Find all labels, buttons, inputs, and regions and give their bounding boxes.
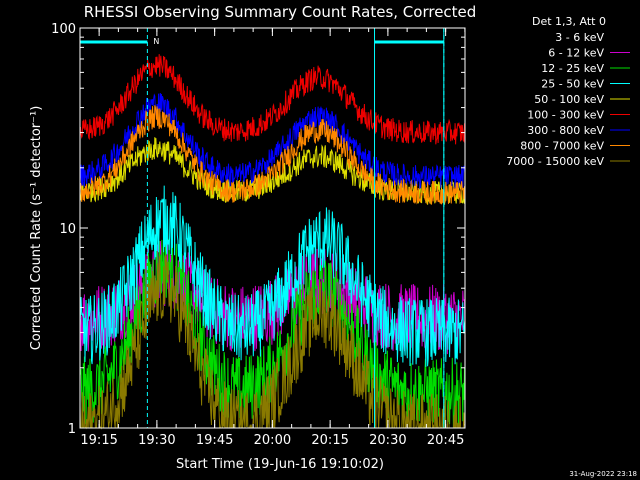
x-tick-label: 19:30 (138, 433, 175, 448)
y-tick-label: 1 (68, 422, 76, 437)
legend-label: 12 - 25 keV (541, 62, 604, 75)
series-line (79, 92, 466, 190)
y-axis-label: Corrected Count Rate (s⁻¹ detector⁻¹) (29, 106, 44, 351)
series-line (79, 237, 466, 428)
x-tick-label: 20:00 (254, 433, 291, 448)
y-tick-label: 10 (59, 222, 76, 237)
series-line (79, 54, 466, 145)
legend-label: 25 - 50 keV (541, 78, 604, 91)
legend-label: 6 - 12 keV (548, 47, 604, 60)
legend-label: 7000 - 15000 keV (506, 155, 604, 168)
legend-label: 800 - 7000 keV (520, 140, 604, 153)
axis-layer: 1 10 100 19:15 19:30 19:45 20:00 20:15 20:30 20:4… (51, 22, 466, 448)
x-tick-label: 20:15 (311, 433, 348, 448)
legend-title: Det 1,3, Att 0 (532, 15, 606, 28)
legend-label: 3 - 6 keV (555, 31, 604, 44)
y-tick-label: 100 (51, 22, 76, 37)
x-tick-label: 19:15 (80, 433, 117, 448)
x-tick-label: 20:45 (427, 433, 464, 448)
flag-layer: N (80, 28, 445, 428)
series-layer (79, 54, 466, 430)
x-axis-label: Start Time (19-Jun-16 19:10:02) (176, 457, 384, 472)
legend-label: 50 - 100 keV (534, 93, 604, 106)
legend: 3 - 6 keV 6 - 12 keV 12 - 25 keV 25 - 50 ke… (506, 31, 630, 168)
chart-title: RHESSI Observing Summary Count Rates, Co… (84, 3, 477, 21)
series-line (79, 185, 466, 367)
x-tick-label: 20:30 (369, 433, 406, 448)
series-line (79, 105, 466, 205)
flag-label: N (153, 37, 159, 46)
legend-label: 300 - 800 keV (527, 124, 604, 137)
legend-label: 100 - 300 keV (527, 109, 604, 122)
timestamp: 31-Aug-2022 23:18 (569, 470, 637, 478)
x-tick-label: 19:45 (196, 433, 233, 448)
